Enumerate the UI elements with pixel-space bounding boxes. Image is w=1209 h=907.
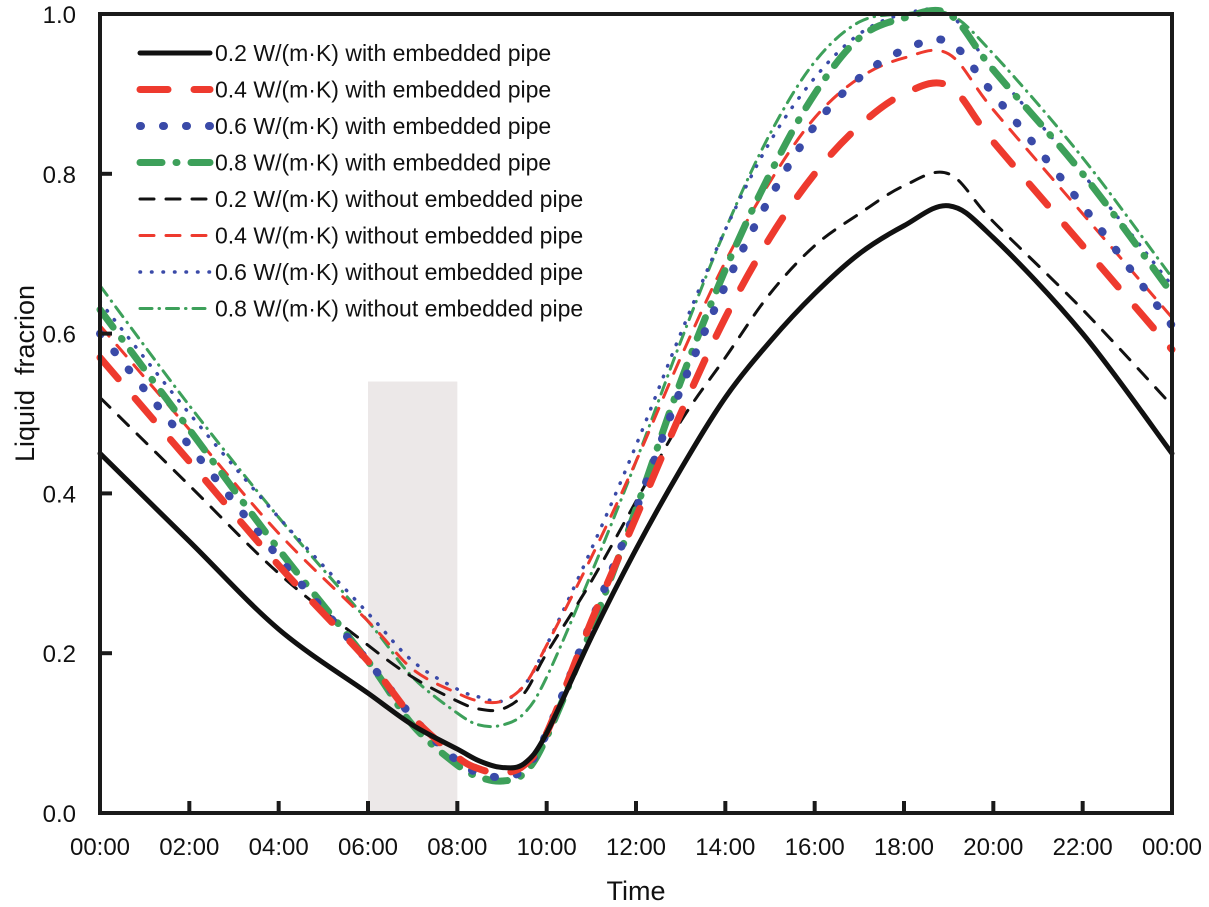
x-tick-label: 08:00 <box>427 834 487 861</box>
y-tick-label: 0.2 <box>43 641 76 668</box>
y-axis-tick-labels: 0.0 0.2 0.4 0.6 0.8 1.0 <box>43 2 76 828</box>
x-axis-tick-labels: 00:00 02:00 04:00 06:00 08:00 10:00 12:00 14:00… <box>70 834 1202 861</box>
legend-label: 0.4 W/(m·K) with embedded pipe <box>215 77 551 103</box>
x-tick-label: 18:00 <box>874 834 934 861</box>
x-tick-label: 00:00 <box>1142 834 1202 861</box>
legend-label: 0.6 W/(m·K) without embedded pipe <box>215 259 583 285</box>
legend-label: 0.8 W/(m·K) without embedded pipe <box>215 296 583 322</box>
y-axis-ticks <box>100 171 112 656</box>
legend-label: 0.8 W/(m·K) with embedded pipe <box>215 150 551 176</box>
x-tick-label: 12:00 <box>606 834 666 861</box>
series-line-5 <box>98 170 1174 713</box>
series-line-3 <box>96 35 1176 782</box>
y-tick-label: 1.0 <box>43 2 76 29</box>
x-tick-label: 14:00 <box>695 834 755 861</box>
legend-label: 0.2 W/(m·K) without embedded pipe <box>215 186 583 212</box>
y-tick-label: 0.0 <box>43 801 76 828</box>
series-line-2 <box>96 79 1176 777</box>
legend-label: 0.2 W/(m·K) with embedded pipe <box>215 40 551 66</box>
legend-label: 0.4 W/(m·K) without embedded pipe <box>215 223 583 249</box>
x-tick-label: 00:00 <box>70 834 130 861</box>
series-line-1 <box>97 203 1175 771</box>
legend-label: 0.6 W/(m·K) with embedded pipe <box>215 113 551 139</box>
x-tick-label: 04:00 <box>249 834 309 861</box>
series-layer <box>96 6 1176 785</box>
y-tick-label: 0.4 <box>43 481 76 508</box>
x-axis-ticks <box>187 801 1085 813</box>
y-tick-label: 0.8 <box>43 162 76 189</box>
x-axis-title: Time <box>607 876 666 906</box>
x-tick-label: 22:00 <box>1053 834 1113 861</box>
x-tick-label: 10:00 <box>517 834 577 861</box>
x-tick-label: 20:00 <box>963 834 1023 861</box>
shaded-time-window <box>368 381 458 813</box>
y-tick-label: 0.6 <box>43 322 76 349</box>
x-tick-label: 16:00 <box>785 834 845 861</box>
legend: 0.2 W/(m·K) with embedded pipe 0.4 W/(m·K… <box>136 40 583 322</box>
x-tick-label: 06:00 <box>338 834 398 861</box>
y-axis-title: Liquid fracrion <box>10 285 40 462</box>
x-tick-label: 02:00 <box>159 834 219 861</box>
series-line-6 <box>98 48 1174 705</box>
